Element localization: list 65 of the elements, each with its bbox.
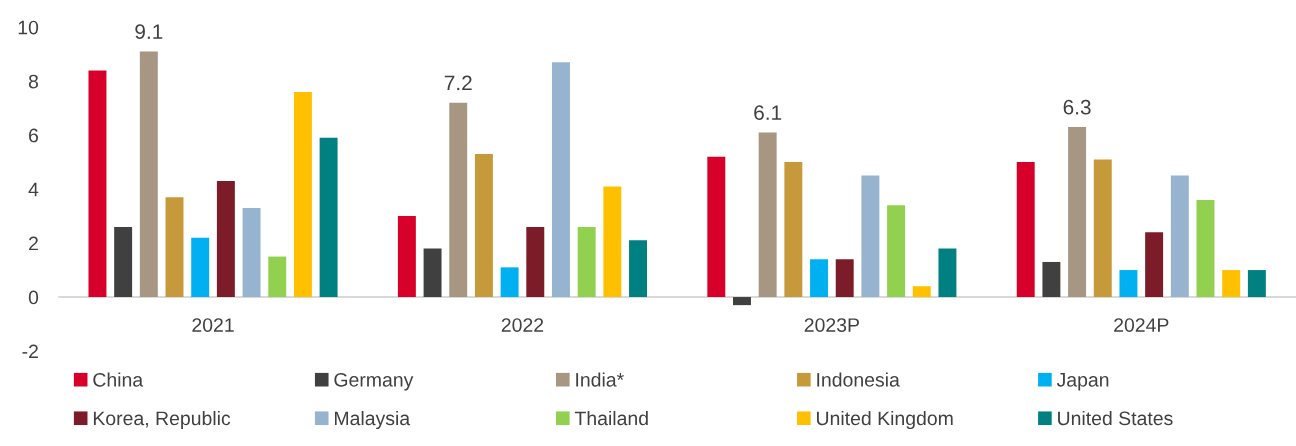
x-tick-label: 2021 bbox=[192, 318, 234, 332]
bar bbox=[707, 156, 726, 298]
bar bbox=[938, 248, 957, 298]
data-label: 6.3 bbox=[1063, 99, 1091, 115]
bar bbox=[835, 259, 854, 298]
x-tick-label: 2022 bbox=[501, 318, 544, 332]
data-label: 9.1 bbox=[135, 24, 163, 40]
bar bbox=[1145, 232, 1164, 298]
bar bbox=[526, 226, 545, 298]
bar bbox=[1247, 270, 1266, 298]
bar bbox=[319, 137, 338, 298]
y-tick-label: 2 bbox=[29, 236, 38, 251]
y-tick-label: -2 bbox=[22, 344, 38, 359]
bar bbox=[1119, 270, 1138, 298]
legend-label: Germany bbox=[334, 372, 414, 391]
bar bbox=[423, 248, 442, 298]
bar bbox=[552, 62, 570, 298]
bar bbox=[1222, 270, 1241, 298]
y-tick-label: 8 bbox=[28, 74, 39, 89]
bar bbox=[810, 259, 828, 298]
bar bbox=[1170, 175, 1189, 298]
y-tick-label: 10 bbox=[18, 20, 39, 35]
bar bbox=[216, 181, 235, 298]
bar bbox=[268, 256, 287, 298]
bar bbox=[474, 154, 493, 298]
bar bbox=[784, 162, 803, 298]
legend-label: Indonesia bbox=[817, 372, 900, 387]
bar bbox=[577, 226, 596, 298]
legend-label: Korea, Republic bbox=[93, 410, 231, 430]
y-tick-label: 6 bbox=[29, 128, 39, 143]
legend-label: Malaysia bbox=[335, 410, 411, 430]
legend-label: United States bbox=[1058, 410, 1173, 426]
bar bbox=[114, 226, 133, 298]
bar bbox=[1093, 159, 1112, 298]
bar bbox=[629, 240, 647, 298]
data-label: 6.1 bbox=[754, 105, 782, 120]
bar bbox=[449, 102, 468, 298]
bar bbox=[293, 91, 312, 298]
y-tick-label: 4 bbox=[28, 182, 39, 197]
bar bbox=[603, 186, 622, 298]
x-tick-label: 2024P bbox=[1114, 318, 1169, 332]
legend-label: United Kingdom bbox=[817, 410, 953, 430]
legend-label: Japan bbox=[1056, 373, 1109, 391]
bar bbox=[758, 132, 777, 298]
bar bbox=[1068, 127, 1087, 298]
x-tick-label: 2023P bbox=[804, 318, 859, 332]
bar bbox=[1042, 261, 1061, 298]
bar bbox=[191, 237, 210, 298]
legend-label: Thailand bbox=[574, 410, 648, 426]
bar bbox=[500, 267, 519, 298]
bar bbox=[861, 175, 880, 298]
data-label: 7.2 bbox=[444, 75, 472, 91]
bar bbox=[1016, 162, 1035, 298]
bar bbox=[733, 297, 751, 306]
legend-label: China bbox=[93, 372, 144, 387]
legend-label: India* bbox=[576, 372, 624, 387]
bar bbox=[887, 205, 906, 298]
bar bbox=[397, 216, 416, 298]
bar bbox=[1196, 199, 1215, 298]
bar bbox=[88, 70, 107, 298]
y-tick-label: 0 bbox=[28, 290, 39, 305]
bar bbox=[912, 286, 931, 298]
bar bbox=[242, 207, 261, 298]
bar bbox=[165, 197, 184, 298]
bar bbox=[139, 51, 158, 298]
